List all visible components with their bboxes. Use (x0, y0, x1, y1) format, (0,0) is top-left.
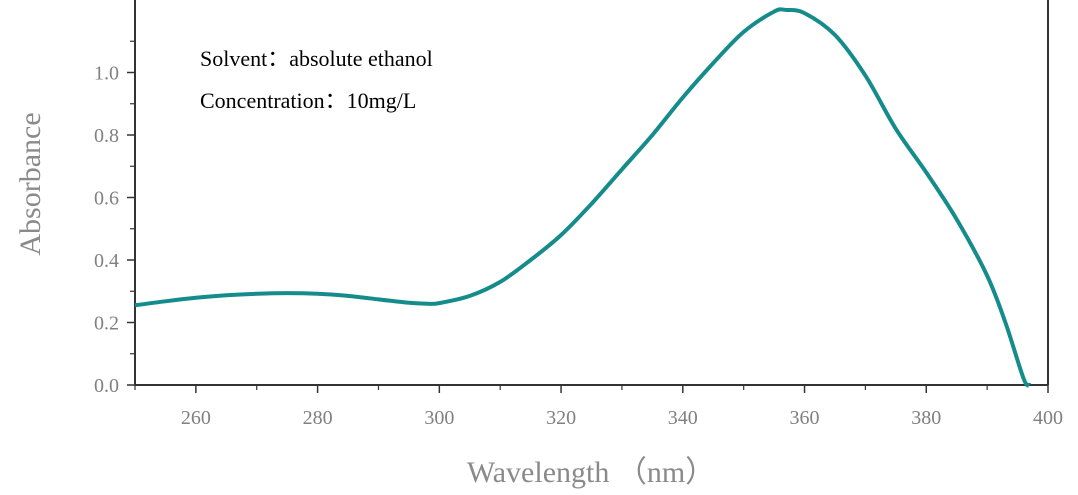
x-tick-label: 380 (911, 407, 941, 429)
y-tick-label: 1.0 (94, 63, 119, 85)
x-tick-label: 400 (1033, 407, 1063, 429)
annotation-solvent: Solvent：absolute ethanol (200, 46, 433, 71)
y-axis-label: Absorbance (14, 112, 47, 255)
absorbance-curve (134, 7, 1032, 388)
x-tick-label: 320 (546, 407, 576, 429)
x-axis-ticks: 260 280 300 320 340 360 380 400 (134, 385, 1063, 429)
x-tick-label: 340 (668, 407, 698, 429)
x-axis-label: Wavelength （nm） (467, 456, 715, 489)
x-tick-label: 280 (303, 407, 333, 429)
annotation-concentration: Concentration：10mg/L (200, 88, 416, 113)
y-tick-label: 0.2 (94, 313, 119, 335)
x-tick-label: 360 (790, 407, 820, 429)
x-tick-label: 260 (181, 407, 211, 429)
y-tick-label: 0.8 (94, 125, 119, 147)
y-axis-ticks: 0.0 0.2 0.4 0.6 0.8 1.0 (94, 40, 135, 397)
x-tick-label: 300 (424, 407, 454, 429)
y-tick-label: 0.6 (94, 188, 119, 210)
y-tick-label: 0.0 (94, 375, 119, 397)
plot-frame (134, 0, 1049, 386)
y-tick-label: 0.4 (94, 250, 119, 272)
